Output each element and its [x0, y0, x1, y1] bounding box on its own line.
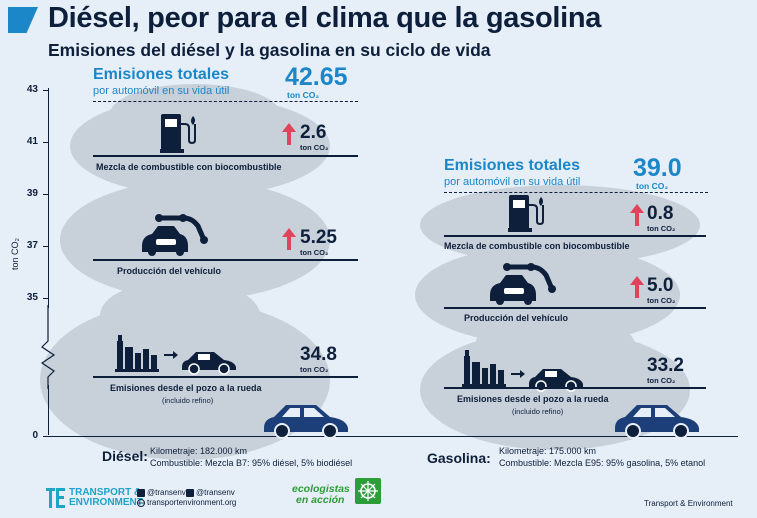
y-tick-label: 0	[32, 430, 38, 441]
credit-text: Transport & Environment	[644, 499, 733, 508]
twitter-handle[interactable]: @transenv	[147, 488, 186, 497]
gasoline-wtw-unit: ton CO₂	[647, 376, 676, 385]
robot-arm-car-icon	[490, 263, 556, 305]
gasoline-prod-line	[444, 307, 706, 309]
diesel-total-value: 42.65	[285, 63, 348, 91]
gasoline-wtw-note: (incluido refino)	[512, 407, 564, 416]
diesel-bio-value: 2.6	[300, 122, 327, 143]
gasoline-total-subtitle: por automóvil en su vida útil	[444, 176, 581, 188]
diesel-mileage: Kilometraje: 182.000 km	[150, 446, 248, 456]
up-arrow-icon	[282, 228, 296, 250]
diesel-total-line	[93, 101, 358, 102]
gasoline-fuel-spec: Combustible: Mezcla E95: 95% gasolina, 5…	[499, 458, 706, 468]
ecologistas-line2: en acción	[296, 494, 345, 506]
gasoline-total-unit: ton CO₂	[636, 181, 669, 191]
diesel-total-unit: ton CO₂	[287, 90, 320, 100]
ecologistas-line1: ecologistas	[292, 483, 350, 495]
y-tick-mark	[43, 142, 49, 143]
facebook-icon[interactable]	[186, 489, 194, 497]
diesel-prod-unit: ton CO₂	[300, 248, 329, 257]
diesel-prod-line	[93, 259, 358, 261]
y-tick-label: 41	[26, 136, 38, 147]
gasoline-wtw-label: Emisiones desde el pozo a la rueda	[457, 394, 609, 404]
y-tick-label: 35	[26, 292, 38, 303]
diesel-bio-unit: ton CO₂	[300, 143, 329, 152]
y-axis-break	[40, 305, 56, 389]
diesel-wtw-unit: ton CO₂	[300, 365, 329, 374]
diesel-fuel-spec: Combustible: Mezcla B7: 95% diésel, 5% b…	[150, 458, 353, 468]
gasoline-bio-label: Mezcla de combustible con biocombustible	[444, 241, 630, 251]
te-logo-line1: TRANSPORT &	[69, 487, 142, 498]
diesel-prod-value: 5.25	[300, 227, 337, 248]
up-arrow-icon	[282, 123, 296, 145]
y-tick-mark	[43, 90, 49, 91]
globe-icon[interactable]	[137, 499, 145, 507]
gasoline-bio-line	[444, 235, 706, 237]
gasoline-wtw-line	[444, 387, 706, 389]
robot-arm-car-icon	[142, 214, 208, 256]
diesel-wtw-line	[93, 376, 358, 378]
gasoline-wtw-value: 33.2	[647, 355, 684, 376]
gasoline-total-title: Emisiones totales	[444, 157, 581, 174]
diesel-fuel-name: Diésel:	[102, 448, 148, 464]
y-axis-label: ton CO₂	[10, 237, 20, 270]
y-axis-line-upper	[48, 88, 49, 308]
facebook-handle[interactable]: @transenv	[196, 488, 235, 497]
y-tick-label: 39	[26, 188, 38, 199]
refinery-icon	[462, 350, 506, 387]
arrow-right-icon	[164, 351, 178, 359]
diesel-wtw-label: Emisiones desde el pozo a la rueda	[110, 383, 262, 393]
gasoline-bio-value: 0.8	[647, 203, 674, 224]
diesel-wtw-value: 34.8	[300, 344, 337, 365]
gasoline-fuel-name: Gasolina:	[427, 450, 491, 466]
diesel-bio-label: Mezcla de combustible con biocombustible	[96, 162, 282, 172]
diesel-bio-line	[93, 155, 358, 157]
y-tick-mark	[43, 298, 49, 299]
y-tick-mark	[43, 246, 49, 247]
up-arrow-icon	[630, 276, 644, 298]
page-title: Diésel, peor para el clima que la gasoli…	[48, 2, 602, 34]
gasoline-prod-unit: ton CO₂	[647, 296, 676, 305]
fuel-pump-icon	[160, 114, 196, 153]
x-axis-line	[48, 436, 738, 437]
refinery-icon	[115, 335, 159, 372]
ecologistas-logo-icon	[355, 478, 381, 504]
y-tick-mark	[43, 194, 49, 195]
twitter-icon[interactable]	[137, 489, 145, 497]
gasoline-car-icon	[615, 405, 699, 439]
gasoline-mileage: Kilometraje: 175.000 km	[499, 446, 597, 456]
diesel-prod-label: Producción del vehículo	[117, 266, 222, 276]
website-link[interactable]: transportenvironment.org	[147, 498, 237, 507]
gasoline-total-value: 39.0	[633, 154, 682, 182]
y-axis-line-lower	[48, 385, 49, 435]
y-tick-label: 37	[26, 240, 38, 251]
diesel-car-icon	[264, 405, 348, 439]
y-tick-label: 43	[26, 84, 38, 95]
fuel-pump-icon	[508, 195, 544, 232]
diesel-wtw-note: (incluido refino)	[162, 396, 214, 405]
te-logo-line2: ENVIRONMENT	[69, 497, 143, 508]
gasoline-total-line	[444, 192, 708, 193]
page-subtitle: Emisiones del diésel y la gasolina en su…	[48, 40, 491, 60]
car-icon	[529, 369, 583, 392]
y-tick-mark	[43, 436, 49, 437]
diesel-total-subtitle: por automóvil en su vida útil	[93, 85, 230, 97]
car-icon	[182, 352, 236, 375]
header-accent-shape	[8, 7, 38, 33]
gasoline-prod-label: Producción del vehículo	[464, 313, 569, 323]
arrow-right-icon	[511, 370, 525, 378]
te-logo-icon	[46, 488, 65, 508]
diesel-total-title: Emisiones totales	[93, 66, 230, 83]
gasoline-bio-unit: ton CO₂	[647, 224, 676, 233]
up-arrow-icon	[630, 204, 644, 226]
gasoline-prod-value: 5.0	[647, 275, 674, 296]
